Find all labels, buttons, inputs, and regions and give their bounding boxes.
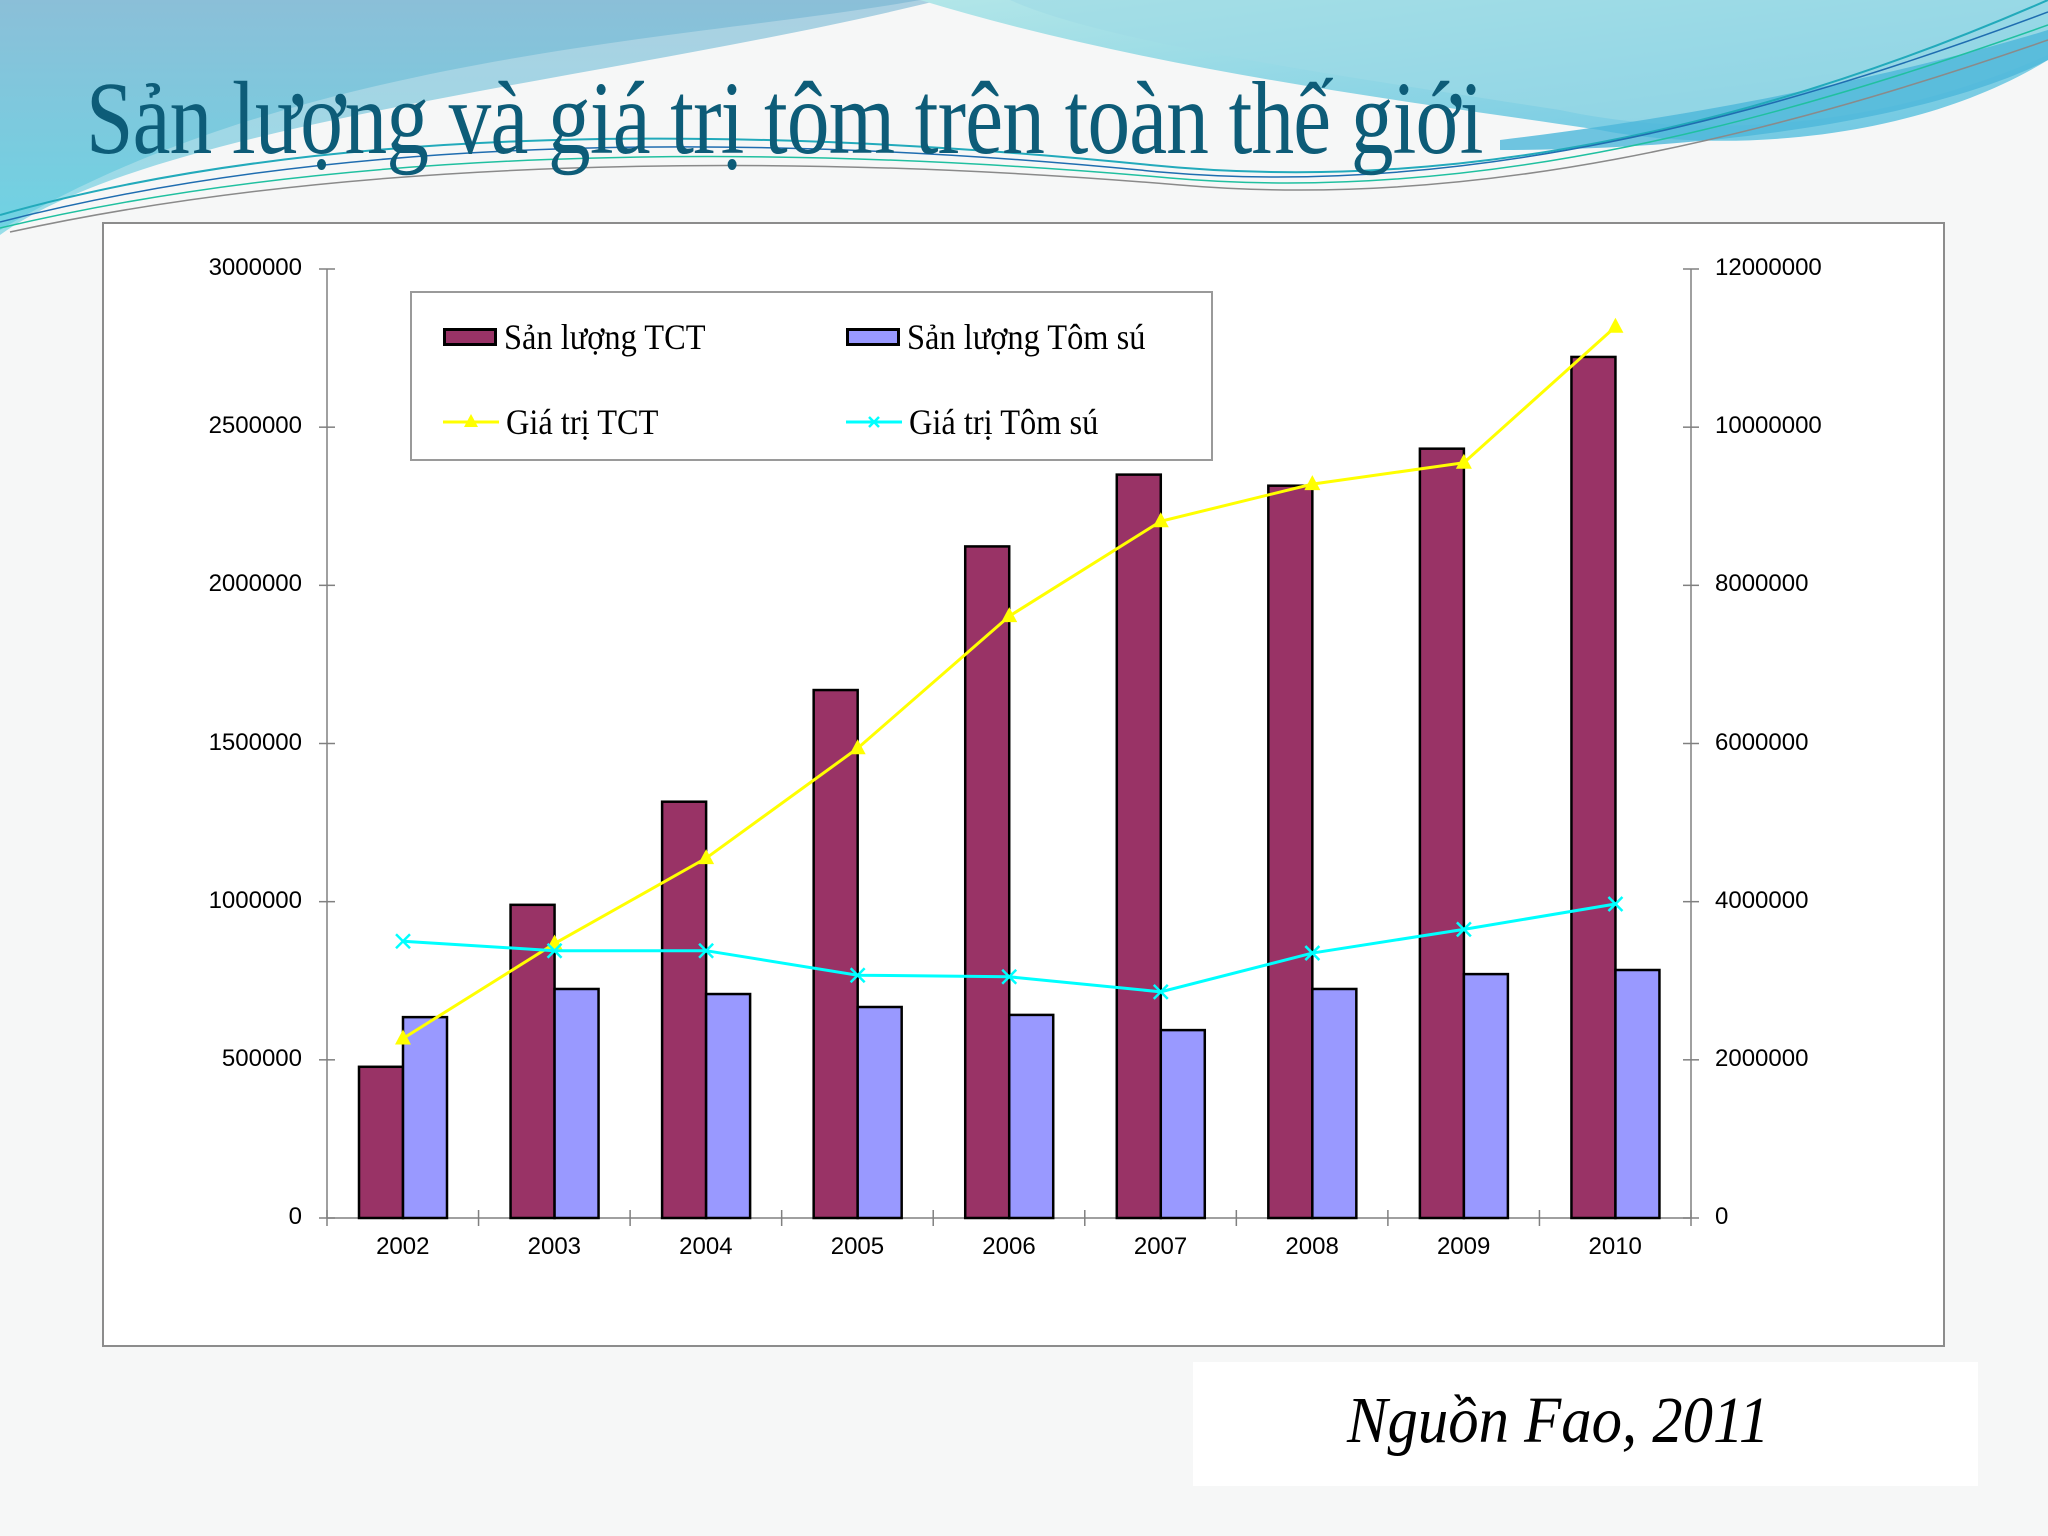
bar-2006 — [963, 545, 1011, 1220]
x-tick-label: 2005 — [830, 1233, 885, 1260]
x-marker-icon — [698, 942, 714, 959]
right-tick-label: 10000000 — [1715, 412, 1822, 440]
bar-2002 — [357, 1065, 405, 1220]
triangle-marker-icon — [1001, 607, 1018, 623]
legend-label: Sản lượng TCT — [504, 317, 706, 357]
x-marker-icon — [1152, 983, 1169, 1000]
source-citation: Nguồn Fao, 2011 — [1347, 1384, 1770, 1457]
x-tick-label: 2003 — [527, 1233, 582, 1260]
legend-label: Giá trị Tôm sú — [909, 402, 1099, 442]
source-box — [1193, 1362, 1978, 1486]
bar-2008 — [1267, 484, 1314, 1220]
legend-item-gia-tri-tct: Giá trị TCT — [443, 402, 675, 442]
right-tick-label: 0 — [1715, 1203, 1729, 1230]
x-tick-label: 2009 — [1436, 1233, 1491, 1260]
legend-swatch-maroon — [443, 328, 497, 346]
triangle-marker-icon — [1304, 475, 1321, 491]
bar-2005 — [812, 688, 859, 1220]
x-marker-icon — [849, 967, 866, 984]
x-tick-label: 2002 — [376, 1233, 430, 1260]
triangle-marker-icon — [443, 414, 499, 427]
x-marker-icon — [1456, 921, 1472, 938]
left-tick-label: 1000000 — [208, 886, 302, 914]
bar-2007 — [1159, 1028, 1207, 1220]
bar-2008 — [1311, 987, 1358, 1220]
bar-2003 — [553, 987, 600, 1220]
slide-title: Sản lượng và giá trị tôm trên toàn thế g… — [86, 61, 1483, 176]
right-tick-label: 2000000 — [1715, 1044, 1809, 1072]
bar-2009 — [1462, 972, 1510, 1220]
bar-2005 — [856, 1005, 903, 1220]
right-tick-label: 4000000 — [1715, 886, 1809, 914]
left-tick-label: 2000000 — [208, 570, 302, 598]
legend-item-san-luong-tom-su: Sản lượng Tôm sú — [846, 317, 1172, 357]
left-tick-label: 0 — [288, 1203, 302, 1230]
right-tick-label: 8000000 — [1715, 570, 1809, 598]
bar-2007 — [1115, 473, 1163, 1220]
legend-item-san-luong-tct: Sản lượng TCT — [443, 317, 728, 357]
bar-2009 — [1418, 447, 1466, 1220]
left-tick-label: 2500000 — [208, 412, 302, 440]
bar-2006 — [1007, 1013, 1055, 1220]
triangle-marker-icon — [395, 1029, 411, 1045]
x-marker-icon — [846, 416, 902, 428]
bar-2003 — [509, 903, 556, 1220]
left-tick-label: 500000 — [221, 1044, 302, 1072]
bar-2002 — [401, 1015, 449, 1220]
x-tick-label: 2004 — [679, 1233, 733, 1260]
triangle-marker-icon — [1152, 512, 1169, 528]
x-marker-icon — [1607, 896, 1624, 912]
x-tick-label: 2008 — [1285, 1233, 1339, 1260]
x-marker-icon — [546, 942, 563, 959]
right-tick-label: 12000000 — [1715, 254, 1822, 281]
triangle-marker-icon — [1607, 317, 1624, 333]
legend-label: Sản lượng Tôm sú — [907, 317, 1146, 357]
legend-item-gia-tri-tom-su: Giá trị Tôm sú — [846, 402, 1119, 442]
bar-2004 — [704, 992, 752, 1220]
x-marker-icon — [1304, 945, 1321, 961]
right-tick-label: 6000000 — [1715, 728, 1809, 756]
x-marker-icon — [1001, 968, 1018, 985]
x-marker-icon — [395, 933, 411, 950]
triangle-marker-icon — [698, 849, 715, 865]
left-tick-label: 1500000 — [208, 728, 302, 756]
x-tick-label: 2007 — [1133, 1233, 1188, 1260]
legend-label: Giá trị TCT — [506, 402, 659, 442]
x-tick-label: 2010 — [1588, 1233, 1642, 1260]
triangle-marker-icon — [849, 739, 866, 755]
bar-2010 — [1614, 968, 1661, 1220]
triangle-marker-icon — [1455, 453, 1472, 469]
left-tick-label: 3000000 — [208, 254, 302, 281]
chart-legend: Sản lượng TCT Sản lượng Tôm sú Giá trị T… — [410, 291, 1213, 461]
bar-2010 — [1570, 355, 1617, 1220]
x-tick-label: 2006 — [982, 1233, 1036, 1260]
legend-swatch-periwinkle — [846, 328, 900, 346]
